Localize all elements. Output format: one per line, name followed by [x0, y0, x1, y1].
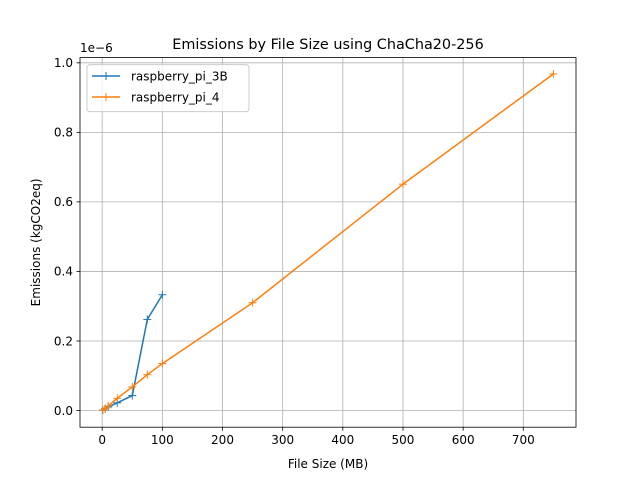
y-tick-label: 0.2: [54, 334, 73, 348]
x-axis-label: File Size (MB): [288, 457, 368, 471]
data-point-marker: [143, 315, 152, 324]
x-tick-label: 0: [98, 433, 106, 447]
x-tick-label: 500: [392, 433, 415, 447]
series-raspberry_pi_4: [98, 69, 558, 415]
y-tick-label: 0.4: [54, 265, 73, 279]
data-point-marker: [104, 401, 113, 410]
x-tick-label: 200: [211, 433, 234, 447]
x-tick-label: 600: [452, 433, 475, 447]
legend-label: raspberry_pi_3B: [131, 69, 228, 83]
data-point-marker: [398, 180, 407, 189]
x-tick-label: 300: [271, 433, 294, 447]
legend-label: raspberry_pi_4: [131, 90, 220, 104]
y-tick-label: 1.0: [54, 56, 73, 70]
data-point-marker: [158, 359, 167, 368]
grid-lines: [80, 57, 576, 428]
data-point-marker: [158, 290, 167, 299]
x-axis-ticks: 0 100 200 300 400 500 600 700: [98, 427, 535, 447]
data-point-marker: [128, 391, 137, 400]
data-point-marker: [128, 382, 137, 391]
data-point-marker: [113, 394, 122, 403]
legend-box: [86, 64, 250, 113]
y-axis-label: Emissions (kgCO2eq): [29, 178, 43, 306]
legend-item-raspberry_pi_4: raspberry_pi_4: [92, 90, 220, 104]
chart-title: Emissions by File Size using ChaCha20-25…: [172, 37, 484, 53]
legend: raspberry_pi_3B raspberry_pi_4: [86, 64, 250, 113]
data-point-marker: [143, 370, 152, 379]
x-tick-label: 700: [512, 433, 535, 447]
y-axis-offset-label: 1e−6: [80, 41, 113, 55]
y-tick-label: 0.8: [54, 126, 73, 140]
x-tick-label: 100: [151, 433, 174, 447]
legend-item-raspberry_pi_3B: raspberry_pi_3B: [92, 69, 228, 83]
y-axis-ticks: 0.0 0.2 0.4 0.6 0.8 1.0: [54, 56, 80, 418]
series-line: [101, 72, 555, 412]
x-tick-label: 400: [331, 433, 354, 447]
data-series: [98, 69, 558, 415]
data-point-marker: [248, 298, 257, 307]
y-tick-label: 0.6: [54, 195, 73, 209]
y-tick-label: 0.0: [54, 404, 73, 418]
data-point-marker: [549, 69, 558, 78]
plot-frame: [79, 57, 577, 428]
